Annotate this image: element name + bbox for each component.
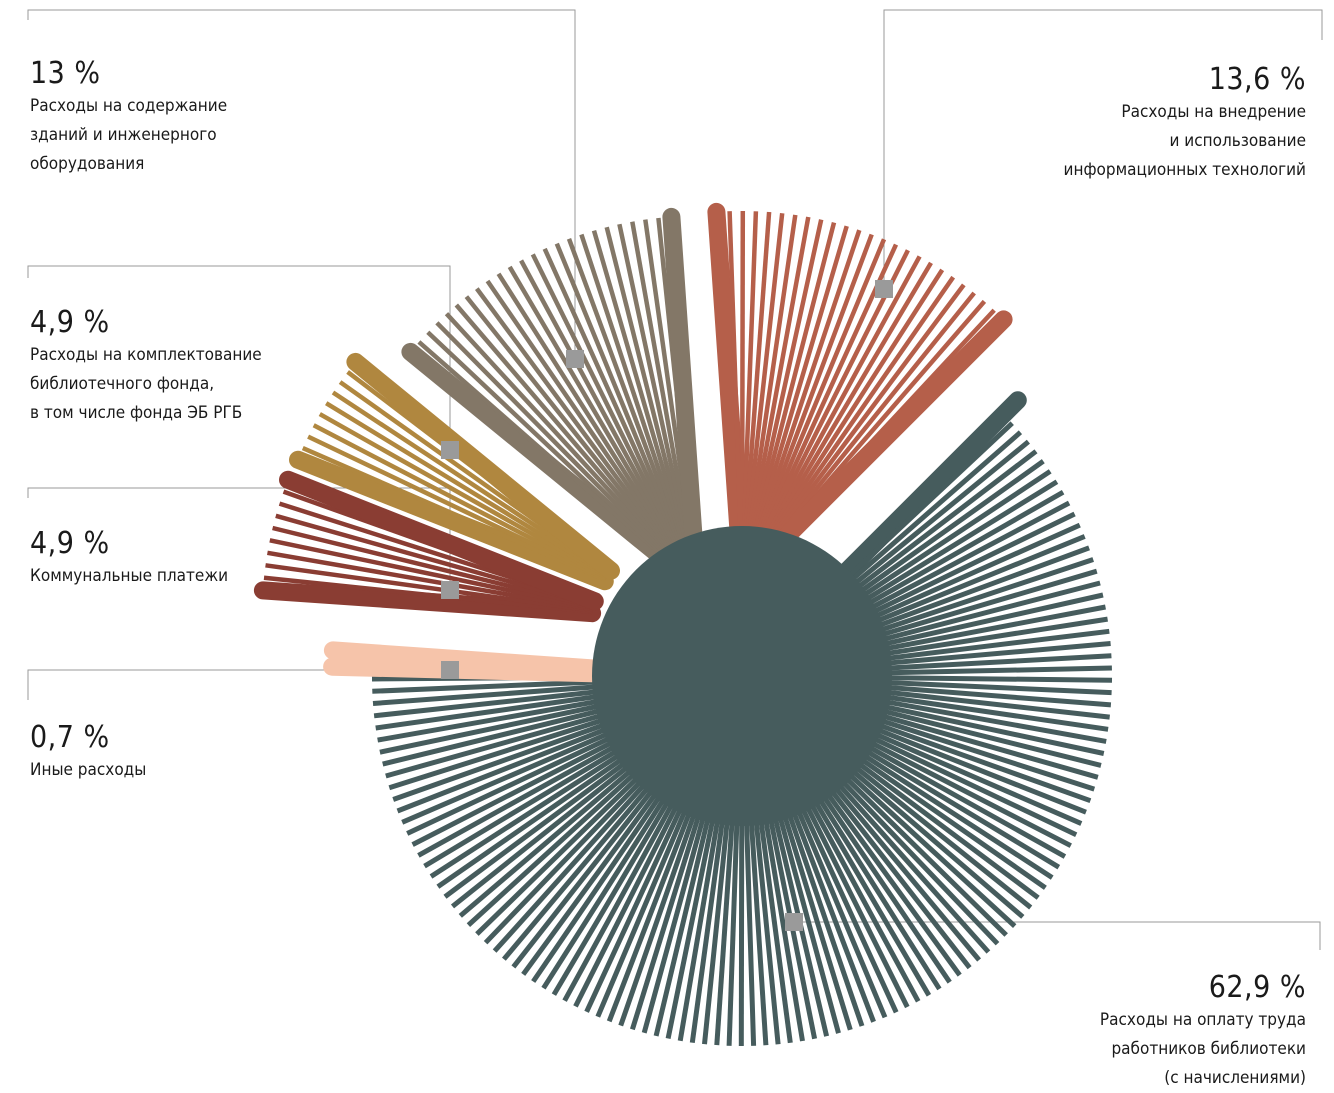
ray-buildings xyxy=(579,233,687,549)
marker-buildings xyxy=(566,350,584,368)
label-utilities-value: 4,9 % xyxy=(30,526,110,561)
ray-buildings xyxy=(554,242,684,550)
label-collection-text: Расходы на комплектование библиотечного … xyxy=(30,345,262,423)
leader-line-it xyxy=(883,9,1323,289)
ray-it xyxy=(764,283,966,551)
ray-utilities xyxy=(275,513,595,608)
label-it-text: Расходы на внедрение и использование инф… xyxy=(1063,102,1306,180)
slice-salaries-hub xyxy=(592,526,892,826)
ray-collection xyxy=(346,352,620,580)
ray-utilities xyxy=(267,550,593,612)
label-other: 0,7 % Иные расходы xyxy=(30,720,146,785)
label-collection: 4,9 % Расходы на комплектование библиоте… xyxy=(30,305,262,428)
leader-line-buildings xyxy=(27,9,576,359)
ray-buildings xyxy=(496,272,678,554)
label-other-text: Иные расходы xyxy=(30,760,147,780)
ray-collection xyxy=(307,434,607,581)
ray-it xyxy=(742,211,772,542)
ray-it xyxy=(762,275,956,550)
marker-salaries xyxy=(785,913,803,931)
ray-buildings xyxy=(566,238,686,550)
ray-buildings xyxy=(662,207,704,556)
ray-it xyxy=(744,212,785,542)
ray-it xyxy=(757,249,910,547)
ray-it xyxy=(739,210,746,542)
ray-collection xyxy=(318,412,609,579)
label-buildings-text: Расходы на содержание зданий и инженерно… xyxy=(30,96,228,174)
label-utilities-text: Коммунальные платежи xyxy=(30,566,229,586)
ray-buildings xyxy=(485,279,677,555)
ray-buildings xyxy=(444,312,672,559)
label-buildings-value: 13 % xyxy=(30,56,101,91)
marker-it xyxy=(875,280,893,298)
ray-it xyxy=(751,225,849,544)
ray-buildings xyxy=(507,265,679,553)
leader-line-other xyxy=(27,669,450,700)
label-salaries-value: 62,9 % xyxy=(1208,970,1306,1005)
ray-utilities xyxy=(253,581,602,623)
ray-it xyxy=(746,216,811,543)
ray-it xyxy=(741,211,759,542)
ray-collection xyxy=(325,401,610,578)
ray-it xyxy=(707,202,749,551)
ray-utilities xyxy=(269,538,594,611)
ray-buildings xyxy=(530,253,682,552)
ray-utilities xyxy=(265,563,593,613)
label-buildings: 13 % Расходы на содержание зданий и инже… xyxy=(30,56,227,179)
label-it-value: 13,6 % xyxy=(1208,62,1306,97)
ray-it xyxy=(765,291,976,552)
leader-line-salaries xyxy=(794,921,1321,950)
ray-buildings xyxy=(604,226,690,548)
ray-it xyxy=(761,268,945,549)
ray-it xyxy=(759,255,922,547)
ray-utilities xyxy=(279,470,604,611)
slice-it xyxy=(707,202,1013,562)
ray-collection xyxy=(301,446,607,583)
label-other-value: 0,7 % xyxy=(30,720,110,755)
ray-it xyxy=(727,211,743,542)
slice-utilities xyxy=(253,470,604,623)
ray-buildings xyxy=(417,340,669,562)
ray-buildings xyxy=(617,223,691,548)
ray-collection xyxy=(331,390,610,576)
ray-buildings xyxy=(426,330,670,561)
ray-it xyxy=(753,233,874,545)
label-it: 13,6 % Расходы на внедрение и использова… xyxy=(1064,62,1306,185)
label-salaries: 62,9 % Расходы на оплату труда работнико… xyxy=(1100,970,1306,1093)
marker-collection xyxy=(441,441,459,459)
ray-utilities xyxy=(272,525,594,609)
ray-it xyxy=(760,261,933,548)
marker-utilities xyxy=(441,581,459,599)
ray-it xyxy=(749,222,837,543)
ray-it xyxy=(748,219,824,543)
ray-it xyxy=(745,214,798,542)
slice-collection xyxy=(289,352,620,591)
ray-buildings xyxy=(630,221,693,547)
ray-collection xyxy=(312,423,608,580)
ray-buildings xyxy=(542,247,683,551)
ray-it xyxy=(761,310,1013,562)
label-utilities: 4,9 % Коммунальные платежи xyxy=(30,526,228,591)
slice-buildings xyxy=(401,207,704,570)
ray-buildings xyxy=(474,287,676,556)
ray-buildings xyxy=(591,229,689,549)
ray-buildings xyxy=(435,321,671,560)
ray-buildings xyxy=(464,295,674,557)
ray-buildings xyxy=(454,303,673,558)
ray-buildings xyxy=(401,342,675,570)
ray-it xyxy=(755,238,887,545)
ray-it xyxy=(756,243,899,546)
marker-other xyxy=(441,661,459,679)
label-salaries-text: Расходы на оплату труда работников библи… xyxy=(1099,1010,1306,1088)
ray-collection xyxy=(289,450,614,591)
label-collection-value: 4,9 % xyxy=(30,305,110,340)
ray-buildings xyxy=(519,259,680,552)
ray-it xyxy=(752,229,862,544)
ray-utilities xyxy=(263,575,593,615)
leader-line-collection xyxy=(27,265,451,450)
